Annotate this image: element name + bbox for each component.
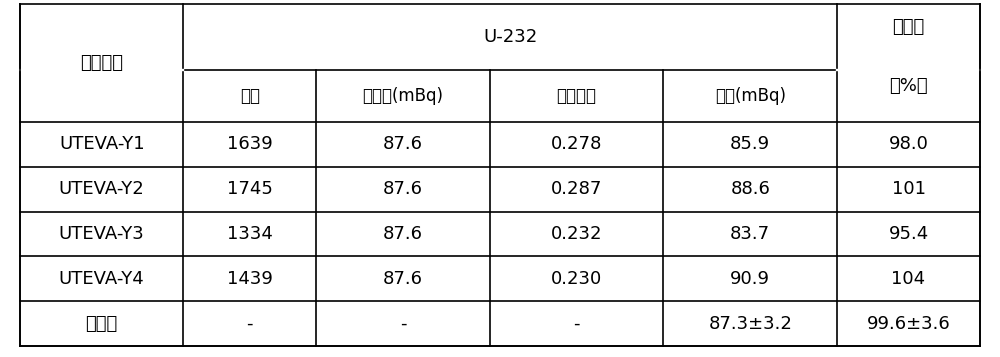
Text: 结果(mBq): 结果(mBq) (715, 87, 786, 105)
Text: 计数: 计数 (240, 87, 260, 105)
Text: U-232: U-232 (483, 28, 537, 46)
Text: 0.232: 0.232 (551, 225, 602, 243)
Text: 平均值: 平均值 (86, 315, 118, 333)
Text: 0.230: 0.230 (551, 270, 602, 288)
Text: 90.9: 90.9 (730, 270, 770, 288)
Text: UTEVA-Y4: UTEVA-Y4 (59, 270, 145, 288)
Text: 98.0: 98.0 (889, 135, 928, 153)
Text: UTEVA-Y1: UTEVA-Y1 (59, 135, 145, 153)
Text: UTEVA-Y3: UTEVA-Y3 (59, 225, 145, 243)
Text: 87.6: 87.6 (383, 270, 423, 288)
Text: -: - (400, 315, 406, 333)
Text: 99.6±3.6: 99.6±3.6 (867, 315, 950, 333)
Text: 87.6: 87.6 (383, 225, 423, 243)
Text: 0.278: 0.278 (551, 135, 602, 153)
Text: 95.4: 95.4 (888, 225, 929, 243)
Text: 1334: 1334 (227, 225, 273, 243)
Text: （%）: （%） (889, 77, 928, 95)
Text: 1439: 1439 (227, 270, 273, 288)
Text: 88.6: 88.6 (730, 180, 770, 198)
Text: 83.7: 83.7 (730, 225, 770, 243)
Text: -: - (573, 315, 580, 333)
Text: -: - (247, 315, 253, 333)
Text: 87.6: 87.6 (383, 135, 423, 153)
Text: 85.9: 85.9 (730, 135, 770, 153)
Text: 探测效率: 探测效率 (557, 87, 597, 105)
Text: 加入量(mBq): 加入量(mBq) (362, 87, 443, 105)
Text: 样品编号: 样品编号 (80, 54, 123, 72)
Text: 101: 101 (892, 180, 926, 198)
Text: 1639: 1639 (227, 135, 273, 153)
Text: 0.287: 0.287 (551, 180, 602, 198)
Text: 回收率: 回收率 (892, 18, 925, 36)
Text: 1745: 1745 (227, 180, 273, 198)
Text: UTEVA-Y2: UTEVA-Y2 (59, 180, 145, 198)
Text: 104: 104 (891, 270, 926, 288)
Text: 87.6: 87.6 (383, 180, 423, 198)
Text: 87.3±3.2: 87.3±3.2 (708, 315, 792, 333)
